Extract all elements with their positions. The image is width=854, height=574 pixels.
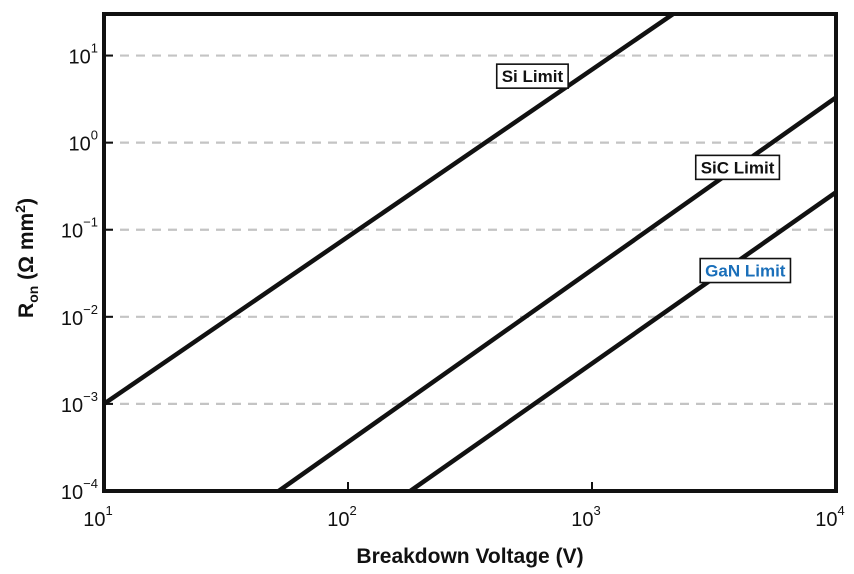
series-lines bbox=[104, 14, 836, 491]
x-axis-title: Breakdown Voltage (V) bbox=[356, 545, 583, 568]
series-label-text: Si Limit bbox=[502, 67, 564, 86]
plot-area-frame bbox=[102, 12, 838, 493]
series-labels: Si Limit SiC Limit GaN Limit bbox=[495, 63, 792, 284]
x-tick-label-3: 104 bbox=[815, 503, 844, 531]
y-tick-label-0: 10−4 bbox=[61, 476, 98, 504]
series-label-box bbox=[699, 257, 792, 284]
y-axis-title-base: R bbox=[15, 303, 38, 318]
series-label-text: GaN Limit bbox=[705, 262, 786, 281]
x-tick-label-0: 101 bbox=[83, 503, 112, 531]
series-label-text: SiC Limit bbox=[701, 158, 775, 177]
series-line-si-limit bbox=[104, 14, 675, 406]
series-label-gan-limit: GaN Limit bbox=[699, 257, 792, 284]
y-axis-title-rest: (Ω mm bbox=[15, 213, 38, 286]
series-label-si-limit: Si Limit bbox=[495, 63, 569, 89]
y-axis-title-end: ) bbox=[15, 198, 38, 205]
series-label-box bbox=[694, 154, 781, 181]
y-tick-label-5: 101 bbox=[69, 41, 98, 69]
y-axis-ticks: 10−4 10−3 10−2 10−1 100 101 bbox=[61, 41, 113, 504]
series-line-gan-limit bbox=[409, 190, 836, 491]
x-tick-label-2: 103 bbox=[571, 503, 600, 531]
y-axis-title-sup: 2 bbox=[12, 205, 28, 213]
y-tick-label-4: 100 bbox=[69, 128, 98, 156]
series-label-sic-limit: SiC Limit bbox=[694, 154, 781, 181]
y-axis-title: Ron (Ω mm2) bbox=[12, 198, 41, 318]
x-axis-ticks: 101 102 103 104 bbox=[83, 482, 845, 531]
grid-lines bbox=[104, 54, 836, 406]
y-axis-title-sub: on bbox=[25, 286, 41, 303]
x-tick-label-1: 102 bbox=[327, 503, 356, 531]
y-tick-label-2: 10−2 bbox=[61, 302, 98, 330]
series-label-box bbox=[495, 63, 569, 89]
y-tick-label-3: 10−1 bbox=[61, 215, 98, 243]
y-tick-label-1: 10−3 bbox=[61, 389, 98, 417]
